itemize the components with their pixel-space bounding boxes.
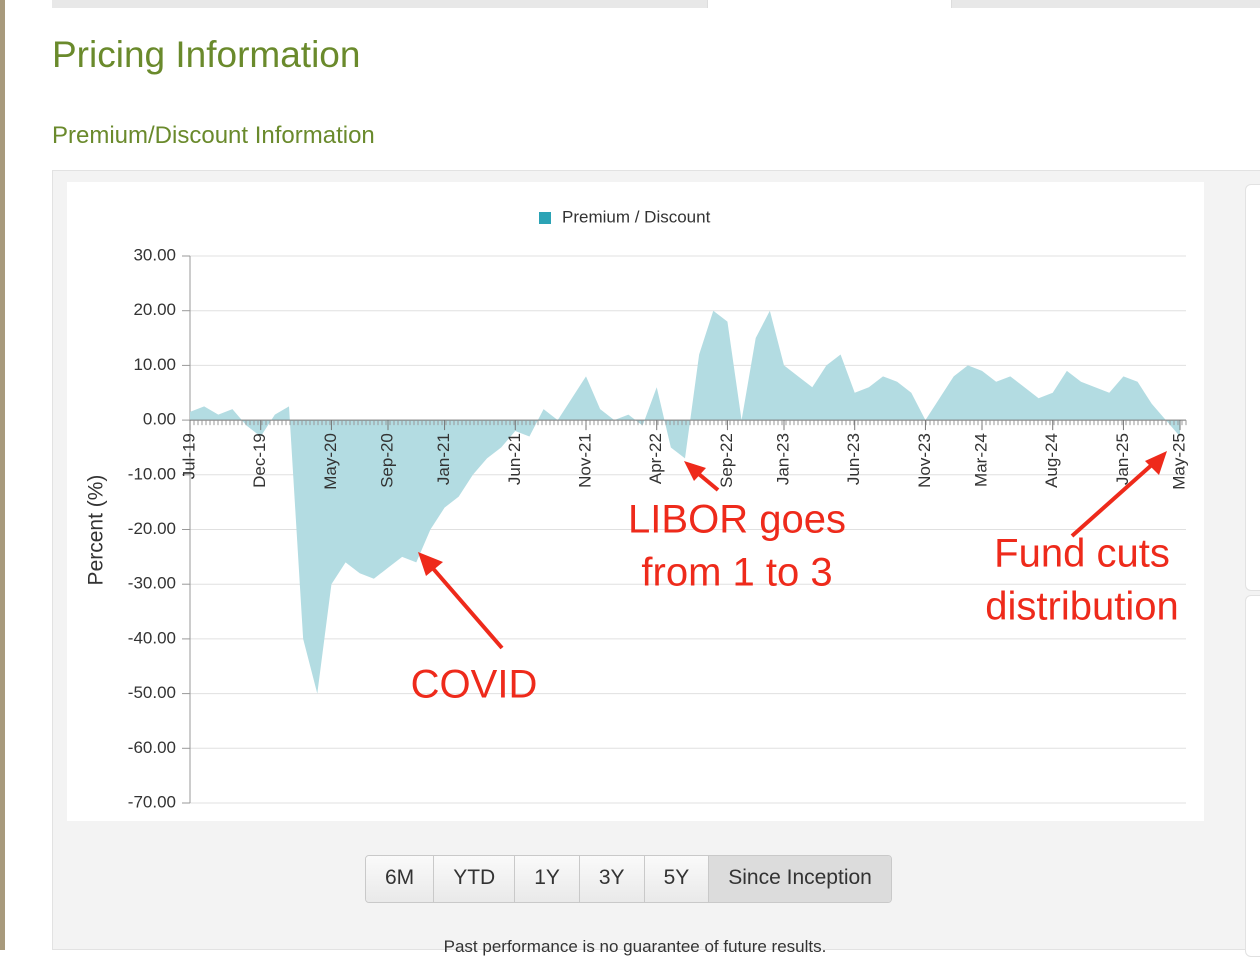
x-tick-label: Aug-24 bbox=[1042, 433, 1061, 488]
x-tick-label: Jan-25 bbox=[1113, 433, 1132, 485]
side-panel bbox=[1245, 184, 1260, 591]
tab[interactable] bbox=[707, 0, 952, 8]
legend-label[interactable]: Premium / Discount bbox=[562, 207, 711, 226]
y-tick-label: 10.00 bbox=[133, 355, 176, 374]
tab-bar bbox=[52, 0, 1260, 8]
x-tick-label: Sep-22 bbox=[717, 433, 736, 488]
y-tick-label: 20.00 bbox=[133, 300, 176, 319]
range-button[interactable]: Since Inception bbox=[709, 856, 891, 902]
x-tick-label: May-20 bbox=[321, 433, 340, 490]
y-tick-label: -40.00 bbox=[128, 628, 176, 647]
y-tick-label: -50.00 bbox=[128, 683, 176, 702]
annotation: from 1 to 3 bbox=[641, 551, 832, 595]
range-buttons: 6M YTD 1Y 3Y 5Y Since Inception bbox=[365, 855, 892, 903]
plot-background bbox=[67, 182, 1204, 821]
annotations: COVID LIBOR goes from 1 to 3 Fund cuts d… bbox=[411, 498, 1179, 707]
arrowhead bbox=[1145, 451, 1167, 475]
annotation: Fund cuts bbox=[994, 532, 1170, 576]
arrow bbox=[1070, 460, 1157, 538]
range-button[interactable]: 6M bbox=[366, 856, 435, 902]
arrowhead bbox=[418, 552, 443, 576]
range-button[interactable]: YTD bbox=[434, 856, 516, 902]
legend-swatch[interactable] bbox=[539, 212, 551, 224]
annotation: LIBOR goes bbox=[628, 498, 846, 542]
x-tick-label: Nov-23 bbox=[915, 433, 934, 488]
x-tick-label: Apr-22 bbox=[646, 433, 665, 484]
y-tick-label: -10.00 bbox=[128, 464, 176, 483]
y-tick-label: 30.00 bbox=[133, 245, 176, 264]
y-tick-label: -20.00 bbox=[128, 519, 176, 538]
page-title: Pricing Information bbox=[52, 34, 361, 75]
area bbox=[190, 310, 1180, 694]
arrowhead bbox=[684, 461, 706, 481]
y-tick-label: -60.00 bbox=[128, 738, 176, 757]
arrows bbox=[418, 451, 1167, 650]
x-tick-label: Jun-23 bbox=[844, 433, 863, 485]
annotation: COVID bbox=[411, 663, 538, 707]
y-tick-label: -70.00 bbox=[128, 792, 176, 811]
x-tick-label: Jun-21 bbox=[505, 433, 524, 485]
section-title: Premium/Discount Information bbox=[52, 122, 375, 149]
x-tick-label: Jan-23 bbox=[773, 433, 792, 485]
x-tick-label: Nov-21 bbox=[575, 433, 594, 488]
range-button[interactable]: 3Y bbox=[579, 856, 645, 902]
x-tick-label: May-25 bbox=[1169, 433, 1188, 490]
x-tick-label: Dec-19 bbox=[250, 433, 269, 488]
disclaimer: Past performance is no guarantee of futu… bbox=[443, 937, 827, 956]
side-stripe bbox=[0, 0, 5, 950]
x-tick-label: Jan-21 bbox=[434, 433, 453, 485]
y-tick-label: -30.00 bbox=[128, 574, 176, 593]
x-tick-label: Jul-19 bbox=[179, 433, 198, 479]
y-tick-label: 0.00 bbox=[143, 410, 176, 429]
arrow bbox=[428, 563, 504, 650]
y-axis-title: Percent (%) bbox=[85, 475, 108, 586]
x-tick-label: Mar-24 bbox=[971, 433, 990, 487]
annotation: distribution bbox=[985, 585, 1178, 629]
range-button[interactable]: 5Y bbox=[644, 856, 710, 902]
x-tick-label: Sep-20 bbox=[377, 433, 396, 488]
range-button[interactable]: 1Y bbox=[515, 856, 580, 902]
